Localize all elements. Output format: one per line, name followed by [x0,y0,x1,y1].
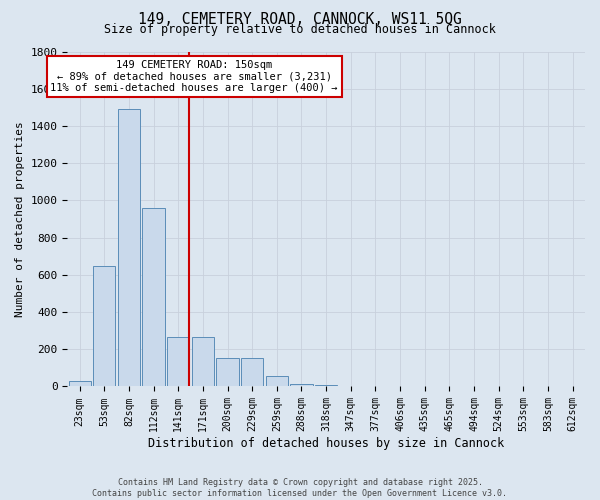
Text: 149, CEMETERY ROAD, CANNOCK, WS11 5QG: 149, CEMETERY ROAD, CANNOCK, WS11 5QG [138,12,462,28]
Bar [167,337,190,386]
Bar [315,384,337,386]
Y-axis label: Number of detached properties: Number of detached properties [15,121,25,317]
X-axis label: Distribution of detached houses by size in Cannock: Distribution of detached houses by size … [148,437,504,450]
Bar [241,358,263,386]
Bar [192,337,214,386]
Bar [118,109,140,386]
Text: Contains HM Land Registry data © Crown copyright and database right 2025.
Contai: Contains HM Land Registry data © Crown c… [92,478,508,498]
Bar [68,381,91,386]
Bar [290,384,313,386]
Text: Size of property relative to detached houses in Cannock: Size of property relative to detached ho… [104,22,496,36]
Bar [142,208,164,386]
Text: 149 CEMETERY ROAD: 150sqm
← 89% of detached houses are smaller (3,231)
11% of se: 149 CEMETERY ROAD: 150sqm ← 89% of detac… [50,60,338,93]
Bar [266,376,288,386]
Bar [93,266,115,386]
Bar [217,358,239,386]
